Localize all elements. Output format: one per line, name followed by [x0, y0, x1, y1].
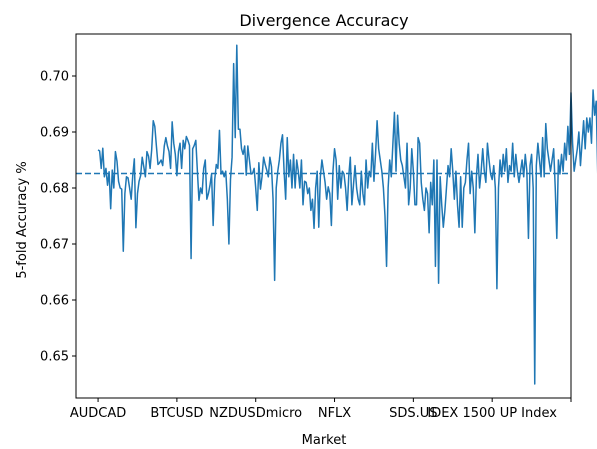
series-line-0 [97, 44, 597, 385]
x-tick-label: IDEX 1500 UP Index [427, 406, 557, 421]
y-tick-label: 0.68 [40, 182, 69, 197]
y-tick-label: 0.69 [40, 126, 69, 141]
x-tick-label: BTCUSD [150, 406, 203, 421]
y-axis-title: 5-fold Accuracy % [15, 161, 30, 278]
plot-area: 0.65 0.66 0.67 0.68 0.69 0.70 AUDCAD BTCUSD NZD… [40, 33, 597, 421]
x-tick-label: AUDCAD [70, 406, 126, 421]
x-tick-label: NZDUSDmicro [209, 406, 302, 421]
x-tick-label: NFLX [318, 406, 351, 421]
y-tick-label: 0.67 [40, 238, 69, 253]
x-tick-label: SDS.US [389, 406, 437, 421]
y-tick-label: 0.70 [40, 70, 69, 85]
chart-title: Divergence Accuracy [239, 11, 408, 30]
series-layer [76, 44, 597, 385]
axes-frame [75, 33, 572, 399]
y-tick-label: 0.66 [40, 294, 69, 309]
y-tick-label: 0.65 [40, 350, 69, 365]
x-axis-title: Market [302, 433, 347, 448]
y-axis-ticks: 0.65 0.66 0.67 0.68 0.69 0.70 [40, 70, 76, 365]
